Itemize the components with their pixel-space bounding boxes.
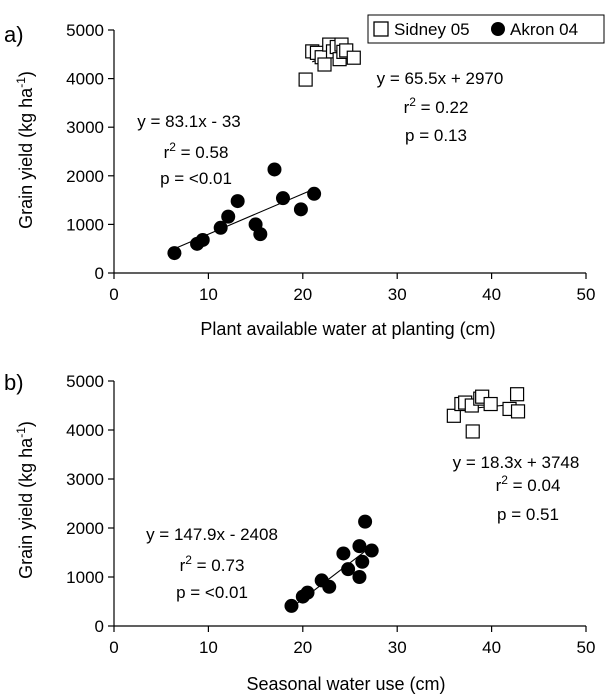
panel-b-sidney-r2: r2 = 0.04 xyxy=(496,473,561,495)
panel-a-akron-point xyxy=(275,191,290,206)
panel-b-akron-point xyxy=(352,570,367,584)
panel-b-x-tick-label: 40 xyxy=(482,638,501,657)
panel-a-akron-equation: y = 83.1x - 33 xyxy=(137,112,240,131)
panel-b-akron-point xyxy=(322,579,337,594)
panel-b-sidney-point xyxy=(446,408,461,423)
panel-a-akron-point xyxy=(253,227,268,242)
legend-label-akron: Akron 04 xyxy=(510,20,578,39)
panel-a-x-tick-label: 50 xyxy=(577,285,596,304)
panel-a-x-tick-label: 10 xyxy=(199,285,218,304)
panel-a-sidney-point xyxy=(298,72,313,87)
panel-a-y-tick-label: 3000 xyxy=(66,118,104,137)
panel-b-y-axis-label: Grain yield (kg ha-1) xyxy=(14,421,36,579)
panel-b-sidney-p: p = 0.51 xyxy=(497,505,559,524)
panel-b-akron-point xyxy=(358,514,373,529)
panel-a-akron-p: p = <0.01 xyxy=(160,169,232,188)
panel-b-x-axis-label: Seasonal water use (cm) xyxy=(246,674,445,694)
panel-a-x-tick-label: 0 xyxy=(109,285,118,304)
panel-a-akron-r2: r2 = 0.58 xyxy=(164,140,229,162)
panel-b-akron-point xyxy=(336,546,351,561)
panel-b-x-tick-label: 50 xyxy=(577,638,596,657)
panel-a: a) Grain yield (kg ha-1) Plant available… xyxy=(4,14,605,339)
panel-b-sidney-equation: y = 18.3x + 3748 xyxy=(453,453,580,472)
panel-b-label: b) xyxy=(4,370,24,395)
panel-b-y-tick-label: 1000 xyxy=(66,568,104,587)
panel-b-akron-point xyxy=(341,562,356,577)
panel-b-akron-equation: y = 147.9x - 2408 xyxy=(146,525,278,544)
panel-a-akron-point xyxy=(213,220,228,235)
panel-b-y-tick-label: 5000 xyxy=(66,372,104,391)
legend-marker-sidney xyxy=(373,21,389,37)
panel-a-y-tick-label: 2000 xyxy=(66,167,104,186)
panel-a-sidney-p: p = 0.13 xyxy=(405,126,467,145)
panel-a-akron-point xyxy=(221,209,236,224)
legend-label-sidney: Sidney 05 xyxy=(394,20,470,39)
panel-a-x-tick-label: 30 xyxy=(388,285,407,304)
panel-b-y-tick-label: 3000 xyxy=(66,470,104,489)
panel-a-y-tick-label: 4000 xyxy=(66,70,104,89)
panel-b-sidney-point xyxy=(510,404,526,419)
panel-a-akron-point xyxy=(293,202,308,217)
panel-a-y-tick-label: 5000 xyxy=(66,21,104,40)
panel-b-akron-point xyxy=(300,585,315,600)
panel-a-axes: 0 1000 2000 3000 4000 5000 0 10 20 30 40 50 xyxy=(66,21,595,304)
panel-b-y-tick-label: 4000 xyxy=(66,421,104,440)
panel-b-axes: 0 1000 2000 3000 4000 5000 0 10 20 30 40 50 xyxy=(66,372,595,657)
panel-a-sidney-point xyxy=(317,57,332,72)
panel-a-y-tick-label: 1000 xyxy=(66,215,104,234)
panel-a-akron-point xyxy=(230,194,245,209)
panel-a-akron-point xyxy=(167,246,182,261)
panel-b-akron-p: p = <0.01 xyxy=(176,583,248,602)
panel-b-sidney-point xyxy=(483,396,498,412)
panel-b-akron-r2: r2 = 0.73 xyxy=(180,553,245,575)
panel-b-y-tick-label: 2000 xyxy=(66,519,104,538)
panel-b-akron-point xyxy=(284,598,299,613)
panel-a-y-axis-label: Grain yield (kg ha-1) xyxy=(14,71,36,229)
panel-b-y-tick-label: 0 xyxy=(95,617,104,636)
panel-b-sidney-point xyxy=(465,424,480,439)
panel-b-akron-point xyxy=(364,543,379,558)
panel-b-x-tick-label: 20 xyxy=(293,638,312,657)
panel-a-sidney-point xyxy=(346,50,361,65)
panel-b-points xyxy=(284,387,526,613)
panel-a-x-axis-label: Plant available water at planting (cm) xyxy=(200,319,495,339)
legend-marker-akron xyxy=(491,22,505,36)
panel-b: b) Grain yield (kg ha-1) Seasonal water … xyxy=(4,370,595,694)
legend-box xyxy=(367,14,605,44)
panel-b-x-tick-label: 10 xyxy=(199,638,218,657)
panel-a-x-tick-label: 20 xyxy=(293,285,312,304)
panel-b-akron-point xyxy=(355,554,370,569)
panel-a-points xyxy=(167,37,361,261)
panel-a-y-tick-label: 0 xyxy=(95,264,104,283)
panel-a-akron-point xyxy=(267,162,282,177)
panel-b-x-tick-label: 0 xyxy=(109,638,118,657)
panel-a-akron-point xyxy=(195,232,210,247)
panel-a-sidney-r2: r2 = 0.22 xyxy=(404,95,469,117)
panel-b-sidney-point xyxy=(509,387,525,402)
panel-a-label: a) xyxy=(4,22,24,47)
legend: Sidney 05 Akron 04 xyxy=(367,14,605,44)
panel-b-x-tick-label: 30 xyxy=(388,638,407,657)
panel-a-akron-point xyxy=(307,186,322,201)
panel-a-x-tick-label: 40 xyxy=(482,285,501,304)
panel-a-sidney-equation: y = 65.5x + 2970 xyxy=(377,69,504,88)
panel-b-akron-point xyxy=(352,539,367,554)
